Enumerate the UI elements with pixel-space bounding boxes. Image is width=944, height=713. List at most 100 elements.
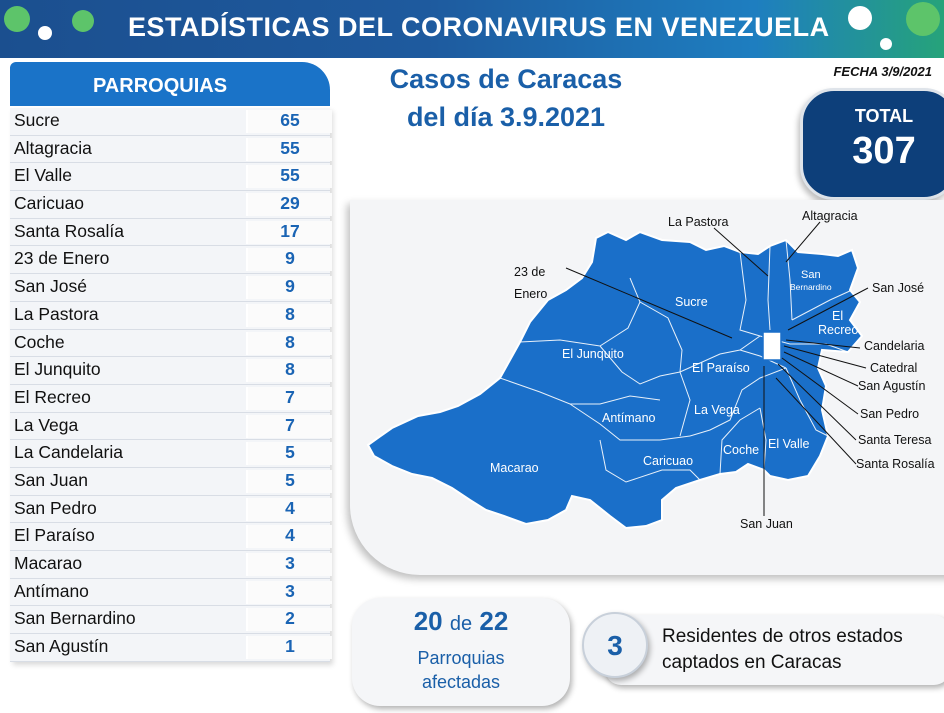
parroquia-name: El Recreo bbox=[14, 386, 91, 407]
parroquia-name: San Pedro bbox=[14, 497, 97, 518]
virus-icon bbox=[38, 26, 52, 40]
table-row: Antímano 3 bbox=[10, 578, 332, 607]
callout-altagracia: Altagracia bbox=[802, 209, 858, 223]
map-label-vega: La Vega bbox=[694, 403, 740, 417]
table-row: Coche 8 bbox=[10, 329, 332, 358]
affected-label: Parroquias afectadas bbox=[352, 646, 570, 694]
callout-santa-teresa: Santa Teresa bbox=[858, 433, 931, 447]
parroquia-value: 55 bbox=[246, 137, 332, 161]
table-row: San Bernardino 2 bbox=[10, 606, 332, 635]
map-shape bbox=[366, 230, 864, 530]
map-label-coche: Coche bbox=[723, 443, 759, 457]
map-label-valle: El Valle bbox=[768, 437, 810, 451]
parroquia-value: 1 bbox=[246, 636, 332, 660]
total-label: TOTAL bbox=[854, 106, 914, 126]
parroquia-value: 8 bbox=[246, 331, 332, 355]
virus-icon bbox=[880, 38, 892, 50]
parroquia-name: Coche bbox=[14, 331, 65, 352]
page-title: ESTADÍSTICAS DEL CORONAVIRUS EN VENEZUEL… bbox=[128, 12, 830, 42]
map-label-antimano: Antímano bbox=[602, 411, 656, 425]
parroquias-table: Sucre 65 Altagracia 55 El Valle 55 Caricuao… bbox=[10, 108, 332, 662]
parroquia-value: 5 bbox=[246, 469, 332, 493]
parroquia-name: San Bernardino bbox=[14, 608, 136, 629]
affected-de: de bbox=[449, 613, 473, 635]
affected-label-line1: Parroquias bbox=[417, 648, 505, 668]
map-callout-lines bbox=[565, 221, 869, 516]
cases-title-line1: Casos de Caracas bbox=[389, 64, 623, 94]
table-row: El Junquito 8 bbox=[10, 357, 332, 385]
table-row: Sucre 65 bbox=[10, 108, 332, 136]
parroquia-name: El Paraíso bbox=[14, 525, 95, 546]
parroquia-name: San Agustín bbox=[14, 636, 109, 657]
parroquia-name: San Juan bbox=[14, 469, 88, 490]
table-row: La Candelaria 5 bbox=[10, 440, 332, 468]
virus-icon bbox=[72, 10, 94, 32]
parroquia-name: Altagracia bbox=[14, 137, 92, 158]
map-label-san-bernardino: San bbox=[801, 269, 821, 281]
table-row: Altagracia 55 bbox=[10, 135, 332, 164]
map-region-catedral bbox=[762, 331, 782, 361]
affected-total-value: 22 bbox=[479, 606, 509, 636]
table-row: El Valle 55 bbox=[10, 163, 332, 192]
callout-san-juan: San Juan bbox=[740, 517, 793, 531]
map-label-recreo-2: Recreo bbox=[818, 323, 858, 337]
callout-san-jose: San José bbox=[872, 281, 924, 295]
residents-text-line2: captados en Caracas bbox=[662, 652, 842, 673]
table-row: La Pastora 8 bbox=[10, 301, 332, 330]
callout-santa-rosalia: Santa Rosalía bbox=[856, 457, 935, 471]
map-label-macarao: Macarao bbox=[490, 461, 539, 475]
map-label-caricuao: Caricuao bbox=[643, 454, 693, 468]
parroquia-value: 4 bbox=[246, 497, 332, 521]
table-row: San Juan 5 bbox=[10, 467, 332, 496]
map-label-recreo: El bbox=[832, 309, 843, 323]
parroquia-value: 8 bbox=[246, 303, 332, 327]
residents-count: 3 bbox=[607, 630, 623, 661]
parroquia-value: 7 bbox=[246, 414, 332, 438]
parroquia-value: 4 bbox=[246, 525, 332, 549]
table-row: La Vega 7 bbox=[10, 412, 332, 441]
callout-san-pedro: San Pedro bbox=[860, 407, 919, 421]
cases-title-line2: del día 3.9.2021 bbox=[406, 102, 606, 132]
parroquia-value: 9 bbox=[246, 276, 332, 300]
table-row: San Pedro 4 bbox=[10, 495, 332, 524]
table-row: 23 de Enero 9 bbox=[10, 246, 332, 275]
residents-text-line1: Residentes de otros estados bbox=[662, 626, 903, 647]
parroquia-name: La Candelaria bbox=[14, 442, 123, 463]
cases-title: Casos de Caracas del día 3.9.2021 bbox=[372, 60, 640, 136]
callout-la-pastora: La Pastora bbox=[668, 215, 729, 229]
date-label: FECHA 3/9/2021 bbox=[833, 64, 932, 79]
affected-count: 20 de 22 bbox=[352, 606, 570, 637]
parroquia-name: La Pastora bbox=[14, 303, 99, 324]
parroquia-value: 55 bbox=[246, 165, 332, 189]
parroquia-name: 23 de Enero bbox=[14, 248, 110, 269]
map-region-caracas bbox=[366, 230, 864, 530]
map-label-junquito: El Junquito bbox=[562, 347, 624, 361]
virus-icon bbox=[906, 2, 940, 36]
parroquia-value: 9 bbox=[246, 248, 332, 272]
parroquia-name: Antímano bbox=[14, 580, 89, 601]
total-badge bbox=[800, 88, 944, 200]
table-row: Macarao 3 bbox=[10, 551, 332, 579]
parroquia-name: El Junquito bbox=[14, 359, 101, 380]
table-row: Santa Rosalía 17 bbox=[10, 218, 332, 247]
affected-count-value: 20 bbox=[413, 606, 443, 636]
affected-parishes-box bbox=[352, 598, 570, 706]
virus-icon bbox=[848, 6, 872, 30]
parroquias-title: PARROQUIAS bbox=[92, 75, 228, 97]
parroquia-value: 7 bbox=[246, 386, 332, 410]
parroquia-value: 5 bbox=[246, 442, 332, 466]
parroquia-value: 29 bbox=[246, 193, 332, 217]
parroquia-value: 65 bbox=[246, 110, 332, 133]
callout-candelaria: Candelaria bbox=[864, 339, 925, 353]
map-label-san-bernardino-2: Bernardino bbox=[790, 282, 832, 292]
residents-count-circle bbox=[582, 612, 648, 678]
parroquia-name: Macarao bbox=[14, 553, 83, 573]
parroquia-name: El Valle bbox=[14, 165, 73, 186]
total-value: 307 bbox=[852, 130, 916, 172]
parroquia-value: 3 bbox=[246, 580, 332, 604]
parroquia-name: San José bbox=[14, 276, 87, 297]
parroquia-name: Caricuao bbox=[14, 193, 85, 214]
callout-catedral: Catedral bbox=[870, 361, 917, 375]
residents-text: Residentes de otros estados captados en … bbox=[662, 624, 942, 676]
